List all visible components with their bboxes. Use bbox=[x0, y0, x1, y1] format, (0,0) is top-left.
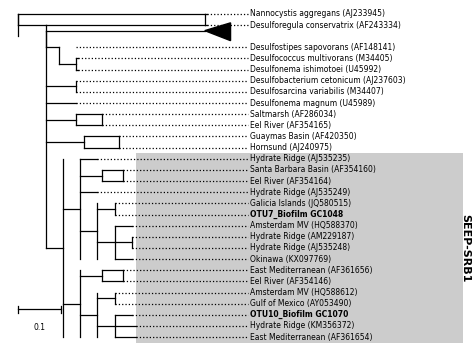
Text: OTU7_Biofilm GC1048: OTU7_Biofilm GC1048 bbox=[250, 210, 343, 219]
Text: Eel River (AF354164): Eel River (AF354164) bbox=[250, 177, 331, 186]
Text: Hydrate Ridge (AJ535249): Hydrate Ridge (AJ535249) bbox=[250, 188, 350, 197]
Text: Desulfosarcina variabilis (M34407): Desulfosarcina variabilis (M34407) bbox=[250, 87, 383, 97]
Text: Gulf of Mexico (AY053490): Gulf of Mexico (AY053490) bbox=[250, 299, 351, 308]
Text: 0.1: 0.1 bbox=[33, 323, 46, 332]
Text: Saltmarsh (AF286034): Saltmarsh (AF286034) bbox=[250, 110, 336, 119]
Text: Desulfobacterium cetonicum (AJ237603): Desulfobacterium cetonicum (AJ237603) bbox=[250, 76, 406, 85]
Polygon shape bbox=[205, 23, 230, 41]
Text: Eel River (AF354146): Eel River (AF354146) bbox=[250, 277, 331, 286]
Bar bbox=[136, 153, 463, 343]
Text: Amsterdam MV (HQ588612): Amsterdam MV (HQ588612) bbox=[250, 288, 357, 297]
Text: Hornsund (AJ240975): Hornsund (AJ240975) bbox=[250, 143, 332, 152]
Text: East Mediterranean (AF361654): East Mediterranean (AF361654) bbox=[250, 333, 373, 342]
Text: Okinawa (KX097769): Okinawa (KX097769) bbox=[250, 254, 331, 264]
Text: Galicia Islands (JQ580515): Galicia Islands (JQ580515) bbox=[250, 199, 351, 208]
Text: East Mediterranean (AF361656): East Mediterranean (AF361656) bbox=[250, 266, 373, 275]
Text: Desulfonema magnum (U45989): Desulfonema magnum (U45989) bbox=[250, 99, 375, 107]
Text: Santa Barbara Basin (AF354160): Santa Barbara Basin (AF354160) bbox=[250, 165, 376, 174]
Text: Hydrate Ridge (AJ535248): Hydrate Ridge (AJ535248) bbox=[250, 244, 350, 252]
Text: Eel River (AF354165): Eel River (AF354165) bbox=[250, 121, 331, 130]
Text: Desulforegula conservatrix (AF243334): Desulforegula conservatrix (AF243334) bbox=[250, 21, 401, 29]
Text: Guaymas Basin (AF420350): Guaymas Basin (AF420350) bbox=[250, 132, 356, 141]
Text: Hydrate Ridge (KM356372): Hydrate Ridge (KM356372) bbox=[250, 322, 354, 330]
Text: Nannocystis aggregans (AJ233945): Nannocystis aggregans (AJ233945) bbox=[250, 9, 385, 18]
Text: Desulfonema ishimotoei (U45992): Desulfonema ishimotoei (U45992) bbox=[250, 65, 381, 74]
Text: Amsterdam MV (HQ588370): Amsterdam MV (HQ588370) bbox=[250, 221, 358, 230]
Text: Desulfostipes sapovorans (AF148141): Desulfostipes sapovorans (AF148141) bbox=[250, 43, 395, 52]
Text: Desulfococcus multivorans (M34405): Desulfococcus multivorans (M34405) bbox=[250, 54, 392, 63]
Text: OTU10_Biofilm GC1070: OTU10_Biofilm GC1070 bbox=[250, 310, 348, 319]
Text: Hydrate Ridge (AJ535235): Hydrate Ridge (AJ535235) bbox=[250, 154, 350, 163]
Text: SEEP-SRB1: SEEP-SRB1 bbox=[460, 214, 470, 282]
Text: Hydrate Ridge (AM229187): Hydrate Ridge (AM229187) bbox=[250, 232, 354, 241]
